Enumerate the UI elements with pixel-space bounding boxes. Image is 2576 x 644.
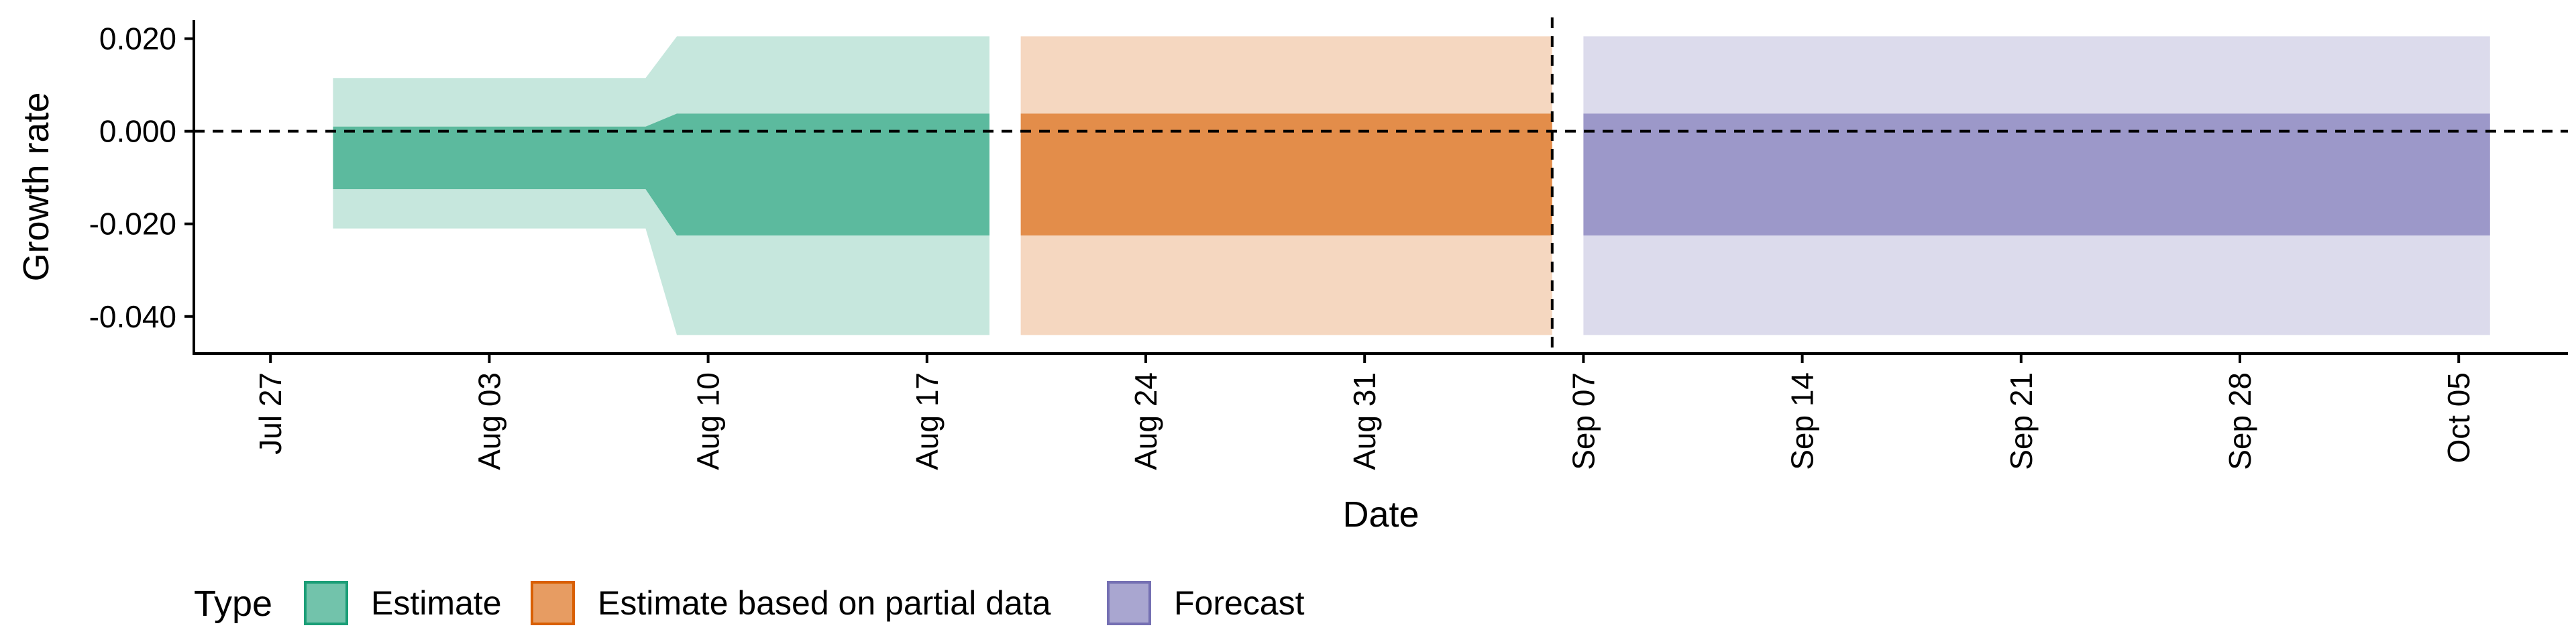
y-axis-title: Growth rate [16,92,56,281]
legend: Type Estimate Estimate based on partial d… [194,581,1305,625]
x-tick-label: Aug 24 [1128,372,1163,470]
x-tick-label: Sep 14 [1785,372,1820,470]
y-tick-label: 0.020 [99,21,176,56]
bands-layer [333,36,2490,335]
y-tick-label: 0.000 [99,114,176,149]
x-tick-label: Sep 21 [2004,372,2039,470]
x-tick-label: Aug 31 [1347,372,1382,470]
legend-key-forecast [1107,581,1151,625]
legend-label-forecast: Forecast [1174,584,1305,622]
x-tick-label: Oct 05 [2441,372,2476,464]
x-axis-title: Date [1342,494,1419,535]
band-50-estimate-based-on-partial-data [1020,113,1552,235]
x-tick-label: Aug 10 [691,372,726,470]
y-tick-label: -0.020 [89,207,176,241]
band-50-estimate [333,113,989,235]
tick-labels: 0.020 0.000 -0.020 -0.040 Jul 27 Aug 03 Aug 10… [89,21,2477,470]
x-tick-label: Sep 07 [1566,372,1601,470]
x-tick-label: Aug 03 [472,372,506,470]
y-tick-label: -0.040 [89,299,176,334]
band-50-forecast [1583,113,2490,235]
legend-title: Type [194,584,272,624]
x-tick-label: Aug 17 [910,372,945,470]
legend-key-estimate [304,581,348,625]
x-tick-label: Jul 27 [253,372,288,455]
legend-key-estimate-based-on-partial-data [531,581,575,625]
reference-lines [194,17,2568,354]
legend-label-estimate-based-on-partial-data: Estimate based on partial data [598,584,1051,622]
axes [193,20,2568,355]
x-tick-label: Sep 28 [2222,372,2257,470]
legend-label-estimate: Estimate [371,584,502,622]
